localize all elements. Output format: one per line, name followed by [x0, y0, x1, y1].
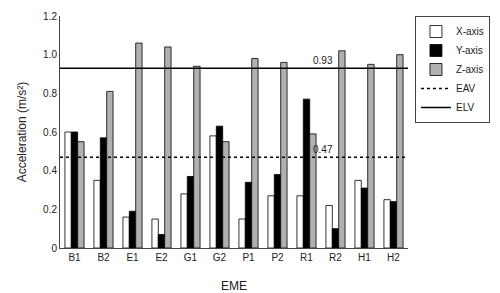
- svg-text:B2: B2: [97, 252, 110, 263]
- svg-text:0.47: 0.47: [313, 144, 333, 155]
- svg-text:EAV: EAV: [456, 83, 476, 94]
- svg-text:H1: H1: [358, 252, 371, 263]
- svg-text:B1: B1: [68, 252, 81, 263]
- svg-text:P2: P2: [271, 252, 284, 263]
- svg-text:E1: E1: [126, 252, 139, 263]
- svg-text:1.0: 1.0: [43, 49, 57, 60]
- svg-text:0.6: 0.6: [43, 127, 57, 138]
- svg-text:G1: G1: [184, 252, 198, 263]
- svg-text:E2: E2: [155, 252, 168, 263]
- svg-text:0.93: 0.93: [313, 55, 333, 66]
- svg-text:0.4: 0.4: [43, 165, 57, 176]
- svg-text:G2: G2: [213, 252, 227, 263]
- svg-text:Z-axis: Z-axis: [456, 64, 483, 75]
- svg-text:0: 0: [51, 243, 57, 254]
- svg-text:P1: P1: [242, 252, 255, 263]
- svg-text:Y-axis: Y-axis: [456, 45, 483, 56]
- svg-text:X-axis: X-axis: [456, 26, 484, 37]
- svg-text:R2: R2: [329, 252, 342, 263]
- svg-text:R1: R1: [300, 252, 313, 263]
- svg-text:Acceleration (m/s²): Acceleration (m/s²): [15, 82, 29, 183]
- svg-text:H2: H2: [387, 252, 400, 263]
- svg-text:0.2: 0.2: [43, 204, 57, 215]
- svg-text:1.2: 1.2: [43, 11, 57, 22]
- svg-text:0.8: 0.8: [43, 88, 57, 99]
- svg-text:EME: EME: [221, 279, 247, 293]
- svg-text:ELV: ELV: [456, 102, 474, 113]
